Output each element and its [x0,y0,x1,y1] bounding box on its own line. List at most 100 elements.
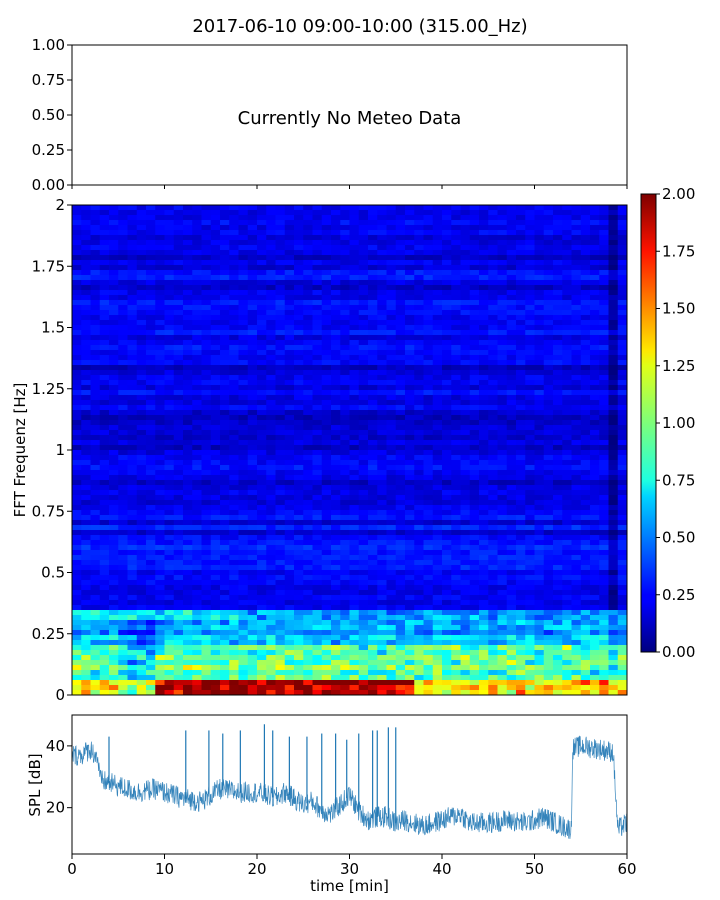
spectrogram-cell [127,275,138,281]
spectrogram-cell [516,225,526,231]
spectrogram-cell [488,470,498,476]
spectrogram-cell [386,210,397,216]
spectrogram-cell [238,600,249,606]
spectrogram-cell [127,475,138,481]
spectrogram-cell [99,460,110,466]
spectrogram-cell [617,290,628,296]
spectrogram-cell [525,290,535,296]
spectrogram-cell [201,470,212,476]
spectrogram-cell [590,375,600,381]
spectrogram-cell [109,285,119,291]
spectrogram-cell [516,600,526,606]
spectrogram-cell [525,250,535,256]
spectrogram-cell [516,605,526,611]
spectrogram-cell [423,275,434,281]
spectrogram-cell [451,345,461,351]
spectrogram-cell [275,500,286,506]
spectrogram-cell [497,315,508,321]
spectrogram-cell [257,475,267,481]
spectrogram-cell [294,430,304,436]
spectrogram-cell [210,405,221,411]
spectrogram-cell [553,205,563,211]
spectrogram-cell [72,260,82,266]
spectrogram-cell [534,340,545,346]
spectrogram-cell [405,260,415,266]
spectrogram-cell [617,360,628,366]
spectrogram-cell [164,510,175,516]
spectrogram-cell [525,340,535,346]
spectrogram-cell [303,540,313,546]
spectrogram-cell [183,395,193,401]
spectrogram-cell [580,355,591,361]
spectrogram-cell [331,575,341,581]
spectrogram-cell [155,440,165,446]
spectrogram-cell [368,610,378,616]
spectrogram-cell [405,340,415,346]
spectrogram-cell [543,515,554,521]
spectrogram-cell [164,335,175,341]
spectrogram-cell [118,215,128,221]
spectrogram-cell [571,515,582,521]
spectrogram-cell [257,405,267,411]
spectrogram-cell [525,515,535,521]
spectrogram-cell [321,340,332,346]
spectrogram-cell [164,590,175,596]
spectrogram-cell [460,485,471,491]
spectrogram-cell [525,280,535,286]
spectrogram-cell [173,245,184,251]
spectrogram-cell [405,410,415,416]
spectrogram-cell [247,515,258,521]
spectrogram-cell [266,215,276,221]
spectrogram-cell [312,530,323,536]
spectrogram-cell [580,255,591,261]
spectrogram-cell [331,345,341,351]
spectrogram-cell [543,595,554,601]
spectrogram-cell [284,410,295,416]
spectrogram-cell [534,240,545,246]
spectrogram-cell [553,330,563,336]
spectrogram-cell [497,370,508,376]
spectrogram-cell [294,485,304,491]
spectrogram-cell [275,235,286,241]
spectrogram-cell [312,365,323,371]
spectrogram-cell [442,605,452,611]
spectrogram-cell [229,240,239,246]
spectrogram-cell [580,315,591,321]
spectrogram-cell [109,290,119,296]
spectrogram-cell [525,585,535,591]
spectrogram-cell [340,255,350,261]
spectrogram-cell [497,400,508,406]
spectrogram-cell [571,375,582,381]
spectrogram-cell [608,410,619,416]
spectrogram-cell [127,205,138,211]
spectrogram-cell [432,535,443,541]
spectrogram-cell [442,380,452,386]
spectrogram-cell [414,390,424,396]
spectrogram-cell [109,445,119,451]
spectrogram-cell [497,545,508,551]
spectrogram-cell [127,250,138,256]
spectrogram-cell [321,550,332,556]
spectrogram-cell [312,320,323,326]
spectrogram-cell [340,535,350,541]
spectrogram-cell [127,270,138,276]
spectrogram-cell [617,230,628,236]
spectrogram-cell [266,280,276,286]
spectrogram-cell [599,240,609,246]
spectrogram-cell [534,285,545,291]
spectrogram-cell [562,610,572,616]
spectrogram-cell [229,610,239,616]
spectrogram-cell [553,420,563,426]
spectrogram-cell [321,540,332,546]
spectrogram-cell [90,300,101,306]
spectrogram-cell [183,575,193,581]
spectrogram-cell [173,610,184,616]
spectrogram-cell [155,600,165,606]
spectrogram-cell [488,600,498,606]
spectrogram-cell [173,615,184,621]
spectrogram-cell [118,315,128,321]
spectrogram-cell [525,270,535,276]
spectrogram-cell [368,415,378,421]
spectrogram-cell [608,480,619,486]
spectrogram-cell [155,330,165,336]
